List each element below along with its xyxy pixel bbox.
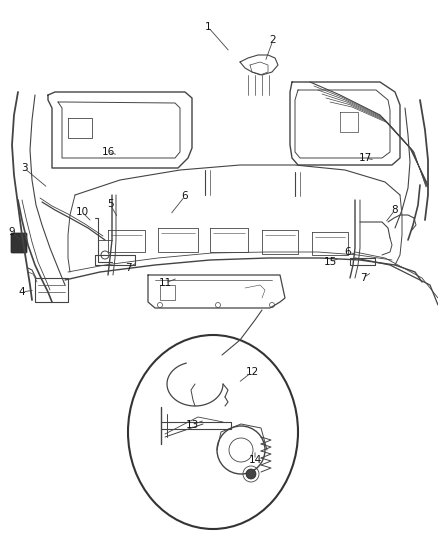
Text: 13: 13 — [185, 420, 198, 430]
Text: 17: 17 — [358, 153, 371, 163]
Text: 9: 9 — [9, 227, 15, 237]
Text: 12: 12 — [245, 367, 258, 377]
Text: 1: 1 — [205, 22, 211, 32]
Text: 15: 15 — [323, 257, 337, 267]
Text: 8: 8 — [392, 205, 398, 215]
Text: 6: 6 — [345, 247, 351, 257]
Text: 11: 11 — [159, 278, 172, 288]
Circle shape — [246, 469, 256, 479]
Text: 10: 10 — [75, 207, 88, 217]
Text: 4: 4 — [19, 287, 25, 297]
Text: 14: 14 — [248, 455, 261, 465]
Text: 3: 3 — [21, 163, 27, 173]
Text: 16: 16 — [101, 147, 115, 157]
Text: 7: 7 — [125, 263, 131, 273]
Text: 2: 2 — [270, 35, 276, 45]
Text: 5: 5 — [107, 199, 113, 209]
Text: 7: 7 — [360, 273, 366, 283]
FancyBboxPatch shape — [11, 233, 27, 253]
Text: 6: 6 — [182, 191, 188, 201]
